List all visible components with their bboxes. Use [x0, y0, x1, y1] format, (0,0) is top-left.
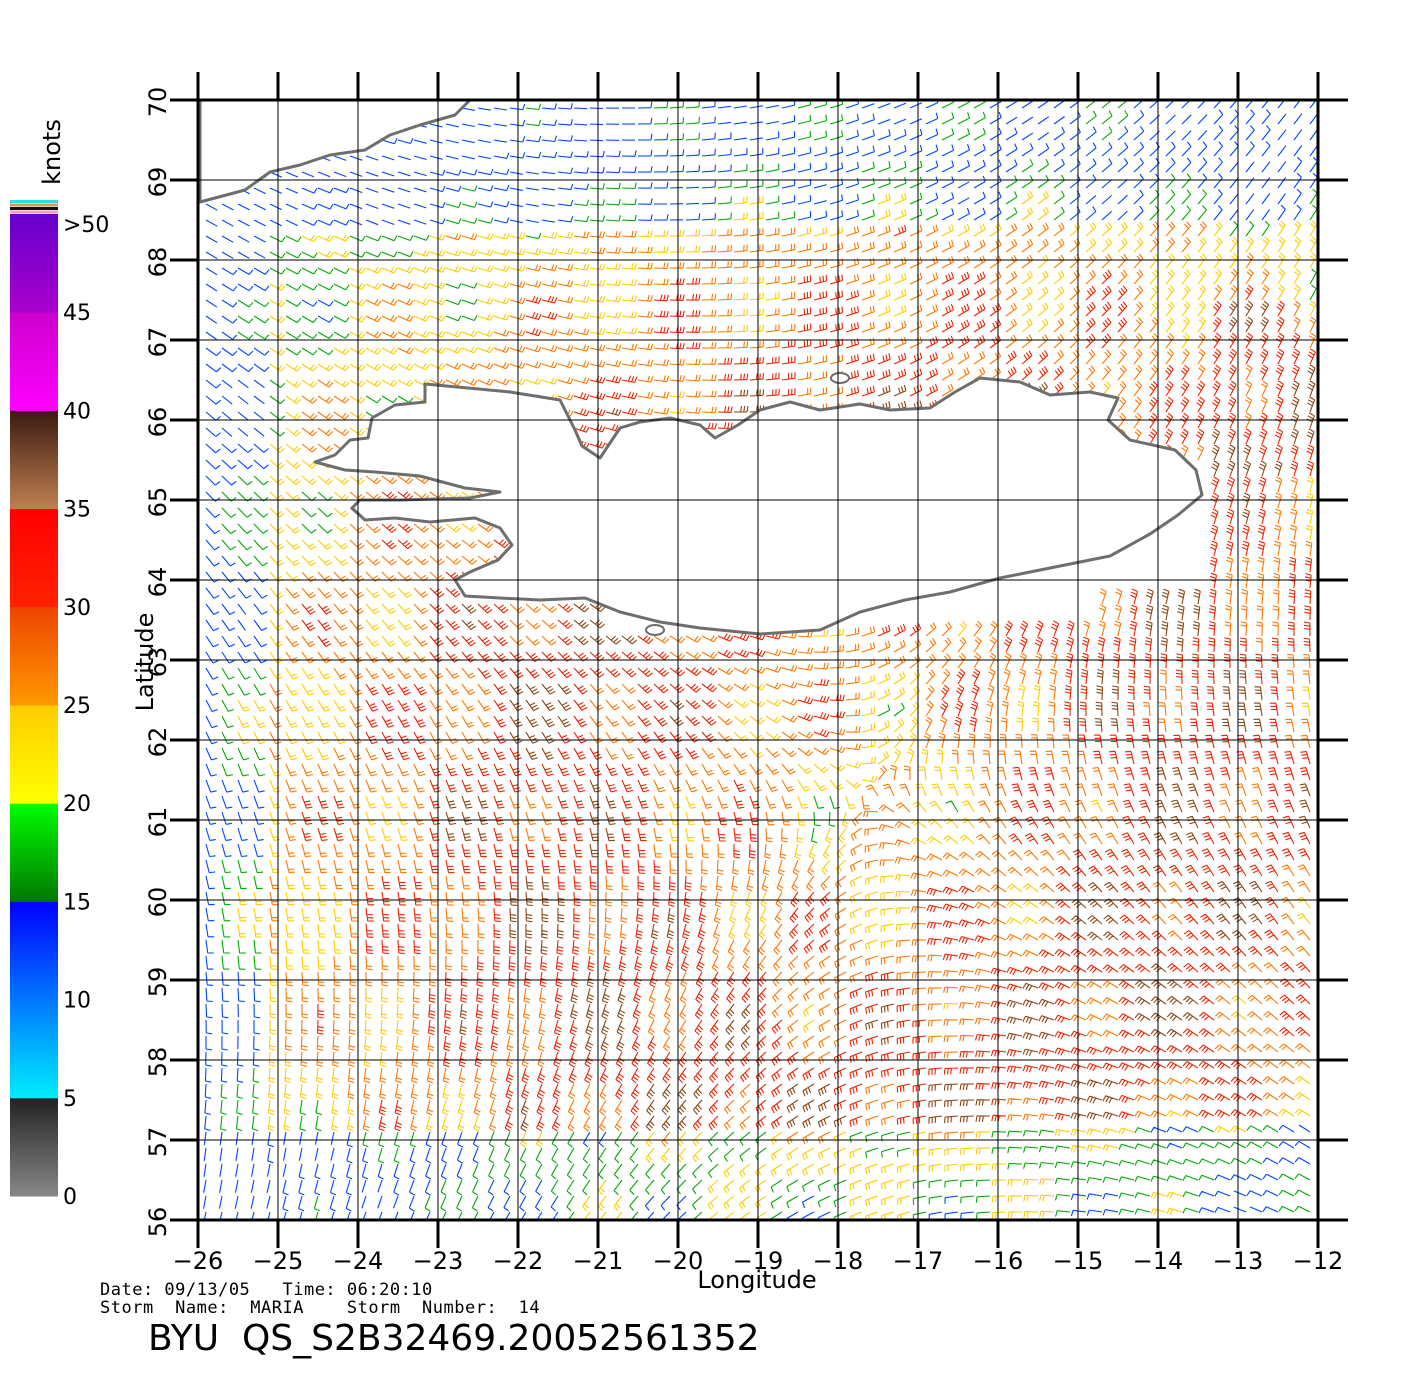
lon-tick-label: −24 [333, 1247, 384, 1275]
lat-tick-label: 60 [144, 887, 172, 918]
lon-tick-label: −13 [1213, 1247, 1264, 1275]
lon-tick-label: −14 [1133, 1247, 1184, 1275]
colorbar-label: 40 [63, 399, 91, 424]
colorbar-label: 15 [63, 890, 91, 915]
colorbar-cap-stripe [10, 207, 58, 210]
wind-barb-group-2 [237, 190, 1318, 1220]
colorbar-label: 35 [63, 498, 91, 523]
colorbar-band-30-35 [10, 508, 58, 608]
colorbar-band-45-50 [10, 214, 58, 313]
colorbar-cap-stripe [10, 203, 58, 207]
lat-tick-label: 64 [144, 567, 172, 598]
lat-tick-label: 68 [144, 247, 172, 278]
wind-speed-colorbar: >50 45 40 35 30 25 20 15 10 5 0 [10, 200, 109, 1210]
colorbar-band-15-20 [10, 803, 58, 902]
colorbar-label: 20 [63, 792, 91, 817]
lat-tick-label: 67 [144, 327, 172, 358]
lon-tick-label: −21 [573, 1247, 624, 1275]
lon-tick-label: −16 [973, 1247, 1024, 1275]
lat-tick-label: 58 [144, 1047, 172, 1078]
lat-tick-label: 56 [144, 1207, 172, 1238]
lat-tick-label: 57 [144, 1127, 172, 1158]
colorbar-label: 45 [63, 301, 91, 326]
colorbar-cap-stripe [10, 200, 58, 203]
lat-tick-label: 69 [144, 167, 172, 198]
lon-tick-label: −19 [733, 1247, 784, 1275]
wind-barb-group-3 [269, 221, 1317, 1147]
colorbar-band-10-15 [10, 901, 58, 1001]
lon-tick-label: −26 [173, 1247, 224, 1275]
westman-islands [645, 624, 665, 636]
lon-tick-label: −15 [1053, 1247, 1104, 1275]
colorbar-band-35-40 [10, 410, 58, 510]
plot-frame [196, 98, 1320, 1222]
lon-tick-label: −18 [813, 1247, 864, 1275]
lat-tick-label: 59 [144, 967, 172, 998]
lat-tick-label: 61 [144, 807, 172, 838]
lon-tick-label: −25 [253, 1247, 304, 1275]
colorbar-band-25-30 [10, 606, 58, 706]
colorbar-band-20-25 [10, 705, 58, 804]
lon-tick-label: −12 [1293, 1247, 1344, 1275]
y-axis-title: Latitude [131, 613, 159, 712]
colorbar-label: 0 [63, 1185, 77, 1210]
storm-caption: Storm Name: MARIA Storm Number: 14 [100, 1298, 541, 1318]
lat-tick-label: 65 [144, 487, 172, 518]
lon-tick-label: −23 [413, 1247, 464, 1275]
colorbar-band-40-45 [10, 312, 58, 411]
x-axis-title: Longitude [697, 1266, 816, 1294]
colorbar-title: knots [38, 119, 66, 185]
colorbar-band-0-5 [10, 1097, 58, 1197]
lat-tick-label: 63 [144, 647, 172, 678]
lat-tick-label: 62 [144, 727, 172, 758]
colorbar-label: 5 [63, 1087, 77, 1112]
wind-barb-group-1 [220, 100, 1318, 1220]
product-id-caption: BYU QS_S2B32469.20052561352 [148, 1318, 760, 1359]
colorbar-cap-stripe [10, 210, 58, 214]
colorbar-label: 30 [63, 596, 91, 621]
date-time-caption: Date: 09/13/05 Time: 06:20:10 [100, 1280, 433, 1300]
lon-tick-label: −22 [493, 1247, 544, 1275]
lon-tick-label: −20 [653, 1247, 704, 1275]
colorbar-label: 10 [63, 989, 91, 1014]
lat-tick-label: 66 [144, 407, 172, 438]
colorbar-band-5-10 [10, 999, 58, 1099]
lat-tick-label: 70 [144, 87, 172, 118]
lat-lon-grid [170, 72, 1348, 1248]
grimsey-island [830, 372, 850, 384]
tick-labels: −26 −25 −24 −23 −22 −21 −20 −19 −18 −17 −16 −15 −14 −… [144, 87, 1343, 1275]
lon-tick-label: −17 [893, 1247, 944, 1275]
greenland-coastline [198, 98, 472, 204]
colorbar-label: >50 [63, 213, 109, 238]
colorbar-label: 25 [63, 694, 91, 719]
